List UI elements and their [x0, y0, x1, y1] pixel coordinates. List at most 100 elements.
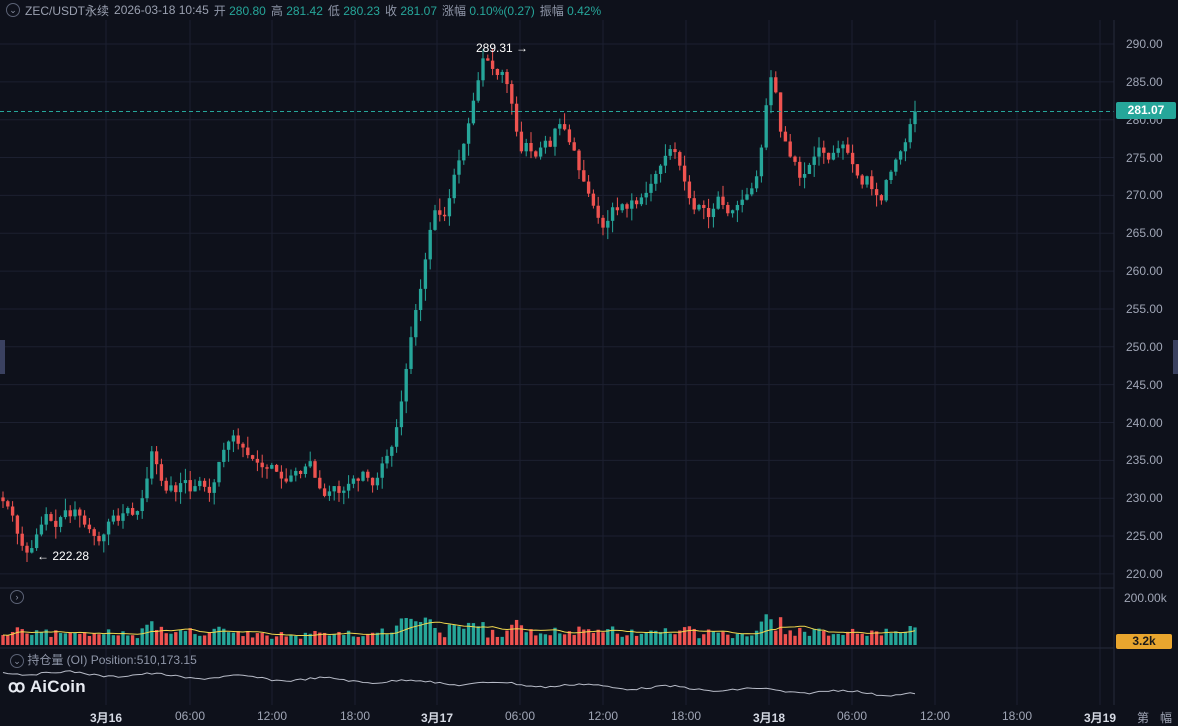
candle-body — [246, 447, 250, 456]
volume-bar — [783, 634, 788, 645]
candle-body — [870, 176, 874, 190]
candle-body — [390, 446, 394, 456]
candle-body — [428, 229, 432, 260]
volume-bar — [193, 634, 197, 645]
volume-bar — [188, 628, 192, 645]
candle-body — [58, 517, 63, 527]
candle-body — [841, 144, 845, 149]
candle-body — [682, 165, 687, 182]
volume-bar — [366, 634, 370, 645]
candle-body — [279, 471, 284, 479]
candle-body — [567, 129, 572, 143]
candle-body — [711, 208, 716, 218]
volume-bar — [39, 631, 44, 645]
volume-bar — [308, 633, 312, 645]
candle-body — [606, 220, 610, 228]
candle-body — [495, 68, 500, 75]
candle-body — [442, 214, 447, 217]
candle-body — [313, 461, 317, 478]
volume-bar — [634, 635, 639, 645]
volume-bar — [524, 632, 528, 645]
volume-bar — [807, 635, 812, 645]
candle-body — [68, 510, 72, 517]
amplitude-value: 0.42% — [567, 3, 602, 18]
candle-body — [409, 337, 413, 369]
volume-bar — [92, 633, 96, 645]
volume-bar — [63, 633, 68, 645]
volume-bar — [610, 626, 615, 645]
volume-bar — [668, 633, 672, 645]
candle-body — [34, 534, 39, 549]
volume-bar — [591, 632, 596, 645]
right-panel-handle[interactable] — [1173, 340, 1178, 374]
volume-bar — [241, 636, 245, 645]
candle-body — [207, 486, 212, 493]
candle-body — [534, 151, 538, 157]
candle-body — [303, 466, 308, 475]
volume-bar — [298, 638, 303, 645]
volume-bar — [721, 631, 725, 645]
volume-bar — [390, 632, 394, 645]
volume-bar — [447, 624, 452, 645]
volume-bar — [735, 633, 740, 645]
candle-body — [630, 200, 634, 209]
expand-chevron-icon[interactable]: › — [10, 590, 24, 604]
candle-body — [726, 204, 730, 214]
collapse-chevron-icon[interactable]: ⌄ — [10, 654, 24, 668]
volume-bar — [231, 632, 236, 645]
volume-bar — [25, 633, 29, 645]
volume-bar — [466, 622, 471, 645]
candle-body — [894, 159, 898, 172]
candle-body — [577, 150, 581, 171]
oi-line — [2, 670, 916, 697]
volume-bar — [164, 633, 168, 645]
volume-bar — [913, 627, 917, 645]
time-tick-label: 第 — [1136, 711, 1150, 725]
candle-body — [447, 198, 452, 217]
collapse-chevron-icon[interactable]: ⌄ — [6, 3, 20, 17]
volume-bar — [620, 636, 624, 645]
volume-bar — [543, 634, 548, 645]
symbol-name[interactable]: ZEC/USDT永续 — [25, 3, 110, 18]
candle-body — [486, 58, 490, 61]
candle-body — [774, 77, 778, 93]
candle-body — [399, 401, 404, 428]
candle-body — [663, 155, 668, 166]
volume-bar — [601, 632, 605, 645]
left-panel-handle[interactable] — [0, 340, 5, 374]
volume-bar — [519, 625, 524, 645]
candle-body — [44, 514, 48, 525]
candle-body — [510, 84, 514, 104]
volume-bar — [337, 631, 341, 645]
volume-bar — [332, 634, 336, 645]
candle-body — [135, 511, 140, 515]
price-tick-label: 265.00 — [1126, 226, 1163, 241]
bar-datetime: 2026-03-18 10:45 — [114, 3, 209, 17]
volume-bar — [78, 633, 82, 645]
volume-bar — [44, 629, 48, 645]
volume-bar — [774, 630, 778, 645]
volume-bar — [716, 632, 720, 645]
volume-bar — [678, 630, 682, 645]
volume-bar — [534, 635, 538, 645]
amplitude-label: 振幅 — [539, 3, 564, 18]
candle-body — [596, 205, 600, 218]
candle-body — [327, 491, 332, 496]
volume-bar — [68, 632, 72, 645]
candle-body — [481, 58, 485, 81]
volume-bar — [663, 628, 668, 645]
candle-body — [212, 482, 216, 493]
volume-bar — [745, 636, 749, 645]
candle-body — [78, 509, 82, 516]
arrow-left-icon: ← — [37, 549, 49, 563]
volume-bar — [846, 631, 850, 645]
volume-bar — [217, 626, 221, 645]
time-tick-label: 3月18 — [752, 711, 786, 725]
volume-bar — [750, 635, 754, 645]
volume-bar — [375, 632, 380, 645]
volume-bar — [207, 632, 212, 645]
volume-bar — [284, 636, 288, 645]
candle-body — [414, 310, 418, 338]
volume-bar — [553, 627, 557, 645]
candle-body — [903, 142, 908, 152]
